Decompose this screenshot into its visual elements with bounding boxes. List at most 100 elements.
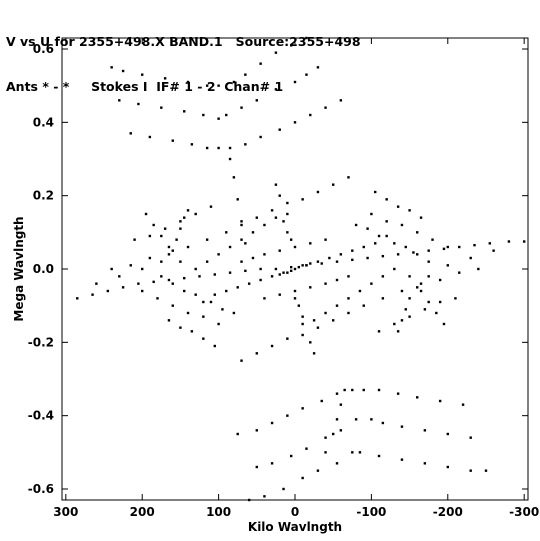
uv-point [270,462,274,465]
x-axis-title: Kilo Wavlngth [248,520,342,534]
uv-point [179,227,182,230]
uv-point [171,304,174,307]
uv-point [255,216,259,219]
uv-point [205,146,209,150]
uv-point [205,260,209,263]
uv-point [316,326,320,329]
uv-point [331,319,335,322]
uv-point [309,242,312,245]
uv-point [259,267,262,271]
uv-point [366,227,369,230]
uv-point [312,319,316,322]
uv-point [263,253,266,256]
uv-point [335,260,339,263]
uv-point [324,436,327,439]
y-tick-label: -0.4 [28,409,54,423]
uv-point [270,275,274,278]
uv-point [270,421,274,425]
uv-point [335,462,339,465]
uv-point [263,495,266,498]
uv-point [163,227,167,230]
uv-point [274,88,278,91]
uv-point [301,315,304,318]
uv-point [305,36,308,40]
uv-point [259,135,262,139]
uv-point [194,293,197,296]
uv-point [324,282,327,285]
uv-point [225,113,228,117]
uv-point [309,341,312,344]
uv-point [137,282,140,285]
uv-point [228,146,232,150]
uv-point [118,99,121,102]
uv-point [167,278,171,282]
uv-point [377,330,381,333]
uv-point [446,264,449,267]
y-axis-title: Mega Wavlngth [12,216,26,321]
uv-point [148,234,152,238]
uv-point [324,106,327,109]
uv-point [240,238,243,241]
uv-point [186,245,190,249]
uv-point [309,286,312,289]
uv-point [289,238,293,241]
uv-point [240,223,243,227]
uv-point [370,212,373,216]
uv-point [400,319,404,322]
uv-point [217,117,220,120]
uv-point [400,458,404,461]
uv-point [289,265,293,269]
uv-point [385,234,388,238]
uv-point [274,183,278,186]
uv-point [473,243,476,247]
uv-point [228,245,232,249]
uv-point [194,267,197,271]
uv-point [293,121,297,124]
uv-point [400,289,404,293]
uv-point [247,282,251,285]
uv-point [416,286,419,289]
uv-point [110,66,113,69]
uv-point [362,388,365,392]
uv-point [282,271,285,274]
uv-point [343,388,346,392]
x-tick-label: 300 [53,505,78,519]
uv-point [458,271,461,274]
uv-point [385,198,388,201]
uv-point [228,271,232,274]
y-tick-label: 0.2 [33,189,54,203]
uv-point [366,256,369,260]
uv-point [183,110,186,113]
uv-point [129,132,132,135]
uv-point [301,333,304,337]
uv-point [289,454,293,458]
uv-point [217,322,220,326]
uv-point [278,273,281,276]
uv-point [240,106,243,109]
uv-point [412,251,415,254]
uv-point [305,447,308,450]
uv-point [408,209,411,212]
uv-point [396,205,400,208]
uv-point [385,220,388,223]
uv-point [331,432,335,436]
uv-point [347,297,350,300]
uv-point [438,399,442,403]
uv-point [163,77,167,80]
uv-point [91,293,94,296]
uv-point [278,293,281,296]
uv-point [377,454,381,458]
uv-point [492,249,495,252]
uv-point [507,240,511,243]
y-tick-label: 0.4 [33,115,54,129]
uv-point [331,183,335,186]
uv-point [339,99,343,102]
y-tick-label: 0.6 [33,42,54,56]
uv-point [381,421,385,425]
uv-point [160,106,163,109]
uv-point [301,264,304,267]
uv-point [328,256,331,260]
uv-point [141,73,144,76]
uv-point [160,275,163,278]
